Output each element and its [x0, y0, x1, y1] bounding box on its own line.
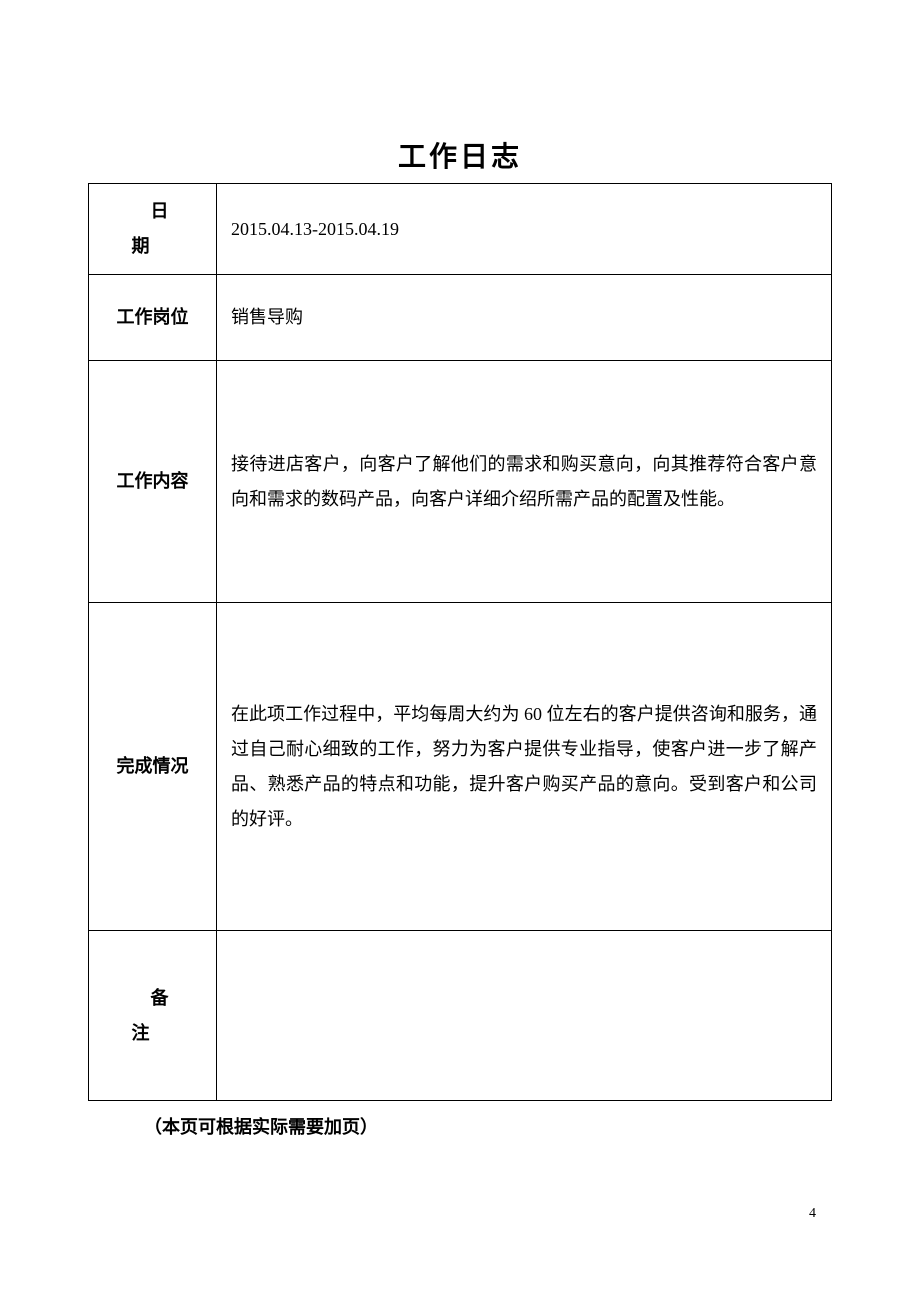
work-log-table: 日期 2015.04.13-2015.04.19 工作岗位 销售导购 工作内容 … [88, 183, 832, 1101]
row-value: 接待进店客户，向客户了解他们的需求和购买意向，向其推荐符合客户意向和需求的数码产… [217, 361, 832, 603]
row-value [217, 931, 832, 1101]
table-row: 完成情况 在此项工作过程中，平均每周大约为 60 位左右的客户提供咨询和服务，通… [89, 603, 832, 931]
label-text: 备注 [113, 988, 193, 1043]
row-label: 备注 [89, 931, 217, 1101]
page-container: 工作日志 日期 2015.04.13-2015.04.19 工作岗位 销售导购 … [0, 0, 920, 1139]
footnote: （本页可根据实际需要加页） [144, 1113, 832, 1139]
table-body: 日期 2015.04.13-2015.04.19 工作岗位 销售导购 工作内容 … [89, 184, 832, 1101]
row-label: 工作岗位 [89, 275, 217, 361]
table-row: 日期 2015.04.13-2015.04.19 [89, 184, 832, 275]
row-value: 2015.04.13-2015.04.19 [217, 184, 832, 275]
page-number: 4 [809, 1206, 816, 1222]
row-value: 销售导购 [217, 275, 832, 361]
label-text: 日期 [113, 201, 193, 256]
table-row: 工作内容 接待进店客户，向客户了解他们的需求和购买意向，向其推荐符合客户意向和需… [89, 361, 832, 603]
row-label: 完成情况 [89, 603, 217, 931]
page-title: 工作日志 [88, 135, 832, 175]
table-row: 工作岗位 销售导购 [89, 275, 832, 361]
row-value: 在此项工作过程中，平均每周大约为 60 位左右的客户提供咨询和服务，通过自己耐心… [217, 603, 832, 931]
row-label: 工作内容 [89, 361, 217, 603]
table-row: 备注 [89, 931, 832, 1101]
row-label: 日期 [89, 184, 217, 275]
